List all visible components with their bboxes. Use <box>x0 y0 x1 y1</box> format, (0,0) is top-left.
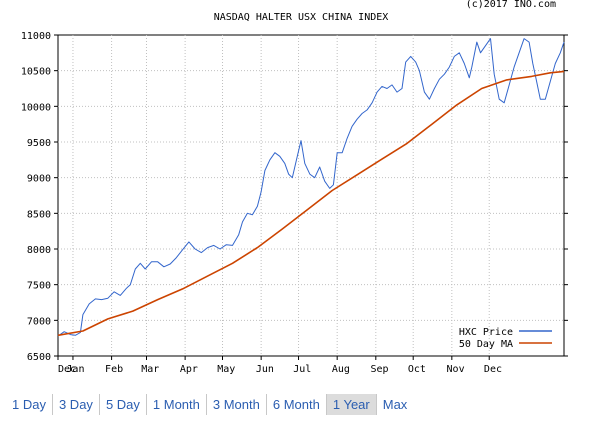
x-tick-label: Jan <box>66 364 84 375</box>
y-tick-label: 10500 <box>21 67 51 78</box>
y-tick-label: 8000 <box>27 245 51 256</box>
x-tick-label: Apr <box>180 364 198 375</box>
y-tick-label: 7500 <box>27 281 51 292</box>
range-option-max[interactable]: Max <box>382 396 408 412</box>
copyright-label: (c)2017 INO.com <box>466 0 556 10</box>
range-selector: 1 Day 3 Day 5 Day 1 Month 3 Month 6 Month 1 Ye… <box>6 393 413 415</box>
x-tick-label: Jun <box>256 364 274 375</box>
x-tick-label: Mar <box>141 364 159 375</box>
range-option-1-month[interactable]: 1 Month <box>147 393 207 415</box>
range-option-3-month[interactable]: 3 Month <box>207 393 267 415</box>
range-option-1-year[interactable]: 1 Year <box>326 393 377 415</box>
x-tick-label: Dec <box>484 364 502 375</box>
legend-label: HXC Price <box>459 327 513 338</box>
range-option-5-day[interactable]: 5 Day <box>100 393 147 415</box>
moving-average-line <box>57 70 565 337</box>
x-tick-label: Nov <box>447 364 465 375</box>
y-tick-label: 9000 <box>27 174 51 185</box>
y-tick-label: 7000 <box>27 316 51 327</box>
x-tick-label: May <box>217 364 235 375</box>
x-tick-label: Sep <box>371 364 389 375</box>
range-option-1-day[interactable]: 1 Day <box>6 393 53 415</box>
plot-area: 6500 7000 7500 8000 8500 9000 9500 10000 10500 11… <box>21 31 568 375</box>
x-tick-label: Oct <box>408 364 426 375</box>
y-tick-label: 9500 <box>27 138 51 149</box>
plot-frame <box>57 34 565 357</box>
x-tick-label: Aug <box>332 364 350 375</box>
x-tick-label: Dec <box>58 364 76 375</box>
chart-title: NASDAQ HALTER USX CHINA INDEX <box>214 12 389 23</box>
price-series-line <box>57 38 565 337</box>
legend-label: 50 Day MA <box>459 339 513 350</box>
range-option-6-month[interactable]: 6 Month <box>267 393 327 415</box>
price-chart: NASDAQ HALTER USX CHINA INDEX (c)2017 IN… <box>21 0 568 375</box>
x-tick-label: Jul <box>293 364 311 375</box>
x-tick-label: Feb <box>105 364 123 375</box>
y-tick-label: 10000 <box>21 102 51 113</box>
y-tick-label: 6500 <box>27 352 51 363</box>
y-tick-label: 11000 <box>21 31 51 42</box>
y-tick-label: 8500 <box>27 209 51 220</box>
range-option-3-day[interactable]: 3 Day <box>53 393 100 415</box>
